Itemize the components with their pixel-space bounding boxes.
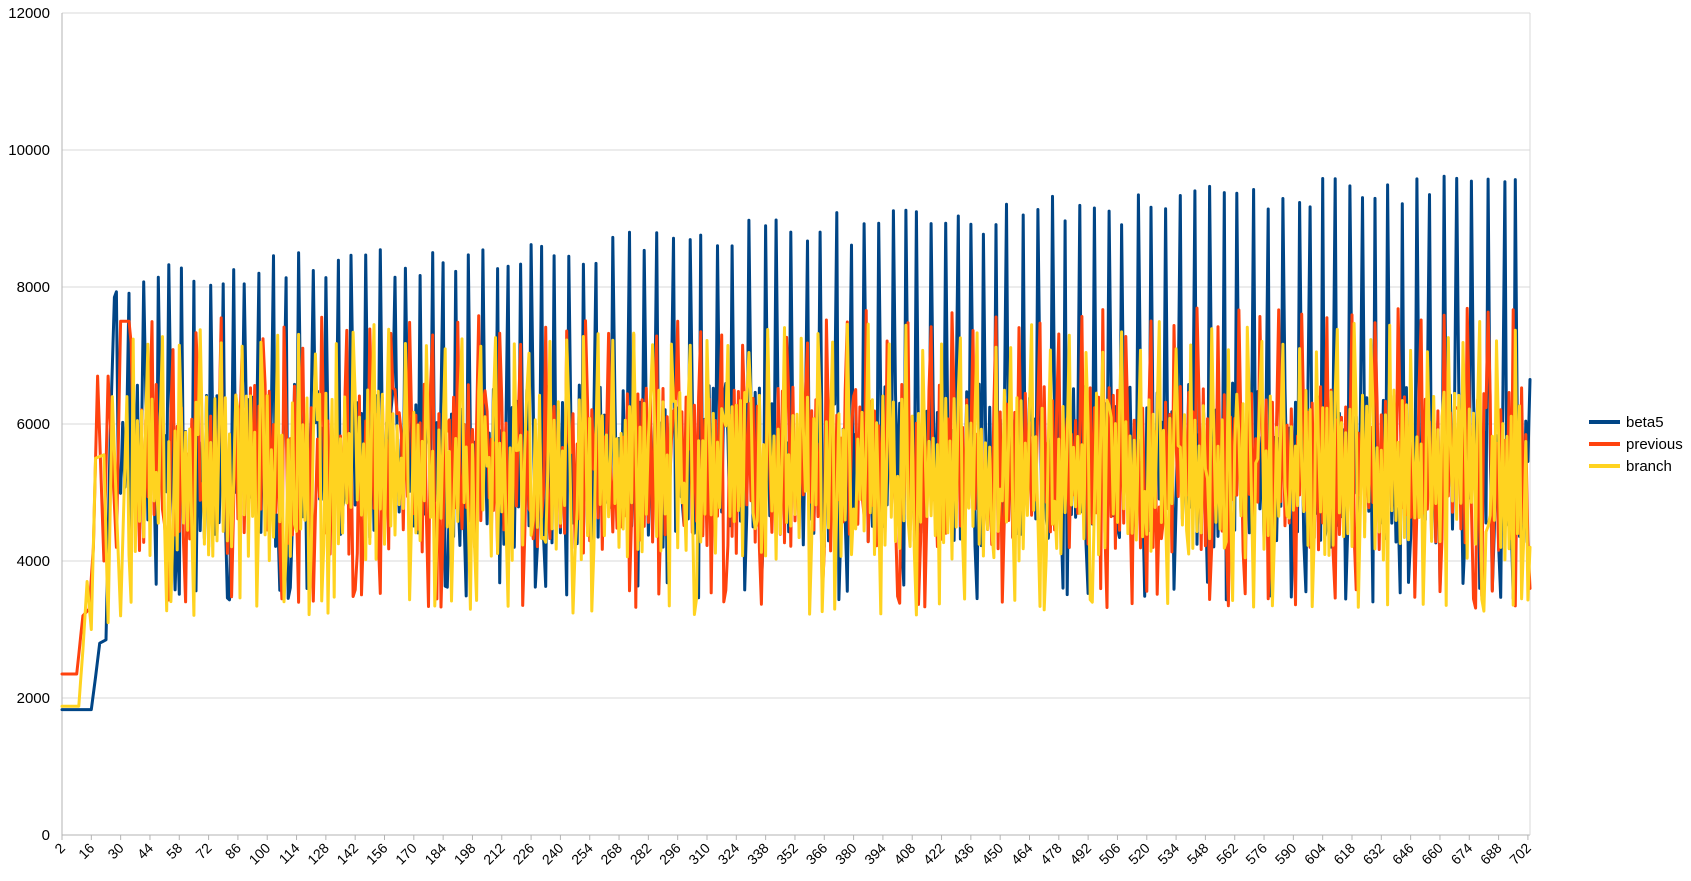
- x-tick-label: 492: [1066, 840, 1094, 868]
- y-tick-label: 4000: [17, 553, 50, 570]
- x-tick-label: 30: [104, 840, 126, 862]
- x-tick-label: 352: [773, 840, 801, 868]
- x-tick-label: 702: [1506, 840, 1534, 868]
- x-tick-label: 184: [421, 840, 449, 868]
- series-line-branch: [60, 320, 1532, 708]
- x-tick-label: 142: [333, 840, 361, 868]
- x-tick-label: 268: [597, 840, 625, 868]
- x-tick-label: 422: [920, 840, 948, 868]
- x-tick-label: 646: [1389, 840, 1417, 868]
- x-tick-label: 450: [978, 840, 1006, 868]
- x-tick-label: 240: [539, 840, 567, 868]
- x-tick-label: 282: [627, 840, 655, 868]
- x-tick-label: 114: [276, 840, 303, 867]
- y-tick-label: 2000: [17, 690, 50, 707]
- x-tick-label: 618: [1330, 840, 1358, 868]
- x-tick-label: 464: [1008, 840, 1036, 868]
- x-tick-label: 58: [163, 840, 185, 862]
- x-tick-label: 660: [1418, 840, 1446, 868]
- x-tick-label: 156: [363, 840, 391, 868]
- x-tick-label: 408: [891, 840, 919, 868]
- x-tick-label: 170: [392, 840, 420, 868]
- x-tick-label: 16: [75, 840, 97, 862]
- x-tick-label: 520: [1125, 840, 1153, 868]
- x-tick-label: 212: [480, 840, 508, 868]
- x-tick-label: 296: [656, 840, 684, 868]
- y-tick-label: 8000: [17, 279, 50, 296]
- legend: beta5 previous branch: [1589, 414, 1683, 475]
- x-axis-tick-labels: 2 16 30 44 58 72 86 100 114 128 142 156 170 184 198 212…: [51, 835, 1534, 868]
- x-tick-label: 86: [222, 840, 244, 862]
- legend-label-previous: previous: [1626, 436, 1683, 453]
- x-tick-label: 44: [134, 840, 156, 862]
- y-tick-label: 12000: [8, 5, 50, 22]
- y-axis-tick-labels: 0 2000 4000 6000 8000 10000 12000: [8, 5, 50, 844]
- x-tick-label: 128: [304, 840, 332, 868]
- series-lines: [60, 174, 1532, 712]
- x-tick-label: 590: [1272, 840, 1300, 868]
- x-tick-label: 478: [1037, 840, 1065, 868]
- x-tick-label: 380: [832, 840, 860, 868]
- x-tick-label: 562: [1213, 840, 1241, 868]
- x-tick-label: 576: [1242, 840, 1270, 868]
- x-tick-label: 436: [949, 840, 977, 868]
- x-tick-label: 198: [451, 840, 479, 868]
- x-tick-label: 688: [1477, 840, 1505, 868]
- y-tick-label: 10000: [8, 142, 50, 159]
- x-tick-label: 254: [568, 840, 596, 868]
- y-tick-label: 6000: [17, 416, 50, 433]
- legend-label-branch: branch: [1626, 458, 1672, 475]
- x-tick-label: 2: [51, 840, 68, 857]
- x-tick-label: 394: [861, 840, 889, 868]
- legend-label-beta5: beta5: [1626, 414, 1664, 431]
- x-tick-label: 604: [1301, 840, 1329, 868]
- x-tick-label: 632: [1360, 840, 1388, 868]
- x-tick-label: 534: [1154, 840, 1182, 868]
- x-tick-label: 506: [1096, 840, 1124, 868]
- x-tick-label: 548: [1184, 840, 1212, 868]
- x-tick-label: 310: [685, 840, 713, 868]
- x-tick-label: 100: [246, 840, 274, 868]
- x-tick-label: 366: [803, 840, 831, 868]
- x-tick-label: 226: [509, 840, 537, 868]
- x-tick-label: 338: [744, 840, 772, 868]
- y-tick-label: 0: [42, 827, 50, 844]
- x-tick-label: 674: [1448, 840, 1476, 868]
- x-tick-label: 324: [715, 840, 743, 868]
- x-tick-label: 72: [192, 840, 214, 862]
